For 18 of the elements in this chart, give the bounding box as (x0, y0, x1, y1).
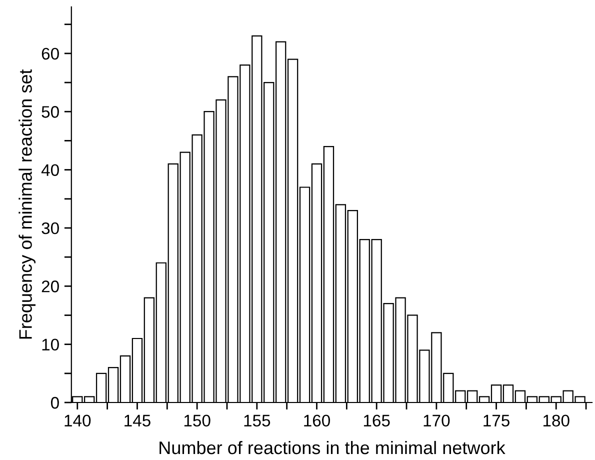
y-tick-label: 20 (42, 280, 59, 292)
x-tick-label: 155 (244, 414, 270, 427)
y-axis-title: Frequency of minimal reaction set (18, 69, 36, 339)
y-tick-label: 0 (50, 396, 59, 409)
y-tick-label: 60 (42, 48, 59, 60)
y-tick-label: 50 (42, 106, 59, 118)
x-tick-label: 170 (424, 414, 450, 427)
x-tick-label: 175 (484, 414, 510, 427)
x-tick-label: 160 (304, 414, 330, 427)
x-tick-label: 140 (64, 414, 91, 427)
y-tick-label: 40 (41, 164, 59, 176)
y-tick-label: 30 (42, 222, 59, 234)
x-axis-title: Number of reactions in the minimal network (160, 440, 506, 454)
x-tick-label: 165 (364, 414, 390, 427)
x-tick-label: 145 (124, 414, 150, 427)
x-tick-label: 150 (184, 414, 210, 427)
x-tick-label: 180 (543, 414, 570, 427)
y-tick-label: 10 (42, 338, 59, 351)
